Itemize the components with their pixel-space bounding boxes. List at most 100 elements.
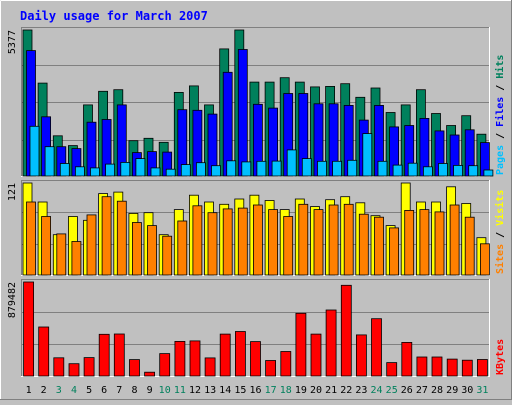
bar-sites-day-22 xyxy=(343,203,354,276)
bar-pages-day-25 xyxy=(392,164,403,177)
bar-sites-day-31 xyxy=(479,243,490,276)
bar-pages-day-5 xyxy=(90,167,100,177)
bar-kbytes-day-6 xyxy=(98,333,110,377)
day-label-13: 13 xyxy=(204,385,216,396)
bar-sites-day-25 xyxy=(389,227,400,276)
legend-item-0-4: Hits xyxy=(494,55,506,79)
panel-middle-ymax-label: 121 xyxy=(7,183,18,201)
bar-pages-day-1 xyxy=(29,125,40,177)
bar-kbytes-day-16 xyxy=(250,341,261,377)
bar-sites-day-27 xyxy=(419,209,430,276)
day-label-3: 3 xyxy=(56,385,62,396)
day-label-18: 18 xyxy=(280,385,292,396)
panel-top: 5377 Pages / Files / Hits xyxy=(7,27,506,177)
bar-kbytes-day-2 xyxy=(38,326,50,377)
day-label-12: 12 xyxy=(189,385,201,396)
bar-pages-day-17 xyxy=(271,160,282,177)
day-label-7: 7 xyxy=(116,385,122,396)
bar-pages-day-21 xyxy=(332,160,343,177)
bar-sites-day-15 xyxy=(237,207,248,276)
bar-kbytes-day-4 xyxy=(68,363,80,377)
bar-kbytes-day-17 xyxy=(265,360,277,377)
bar-sites-day-14 xyxy=(222,208,233,276)
day-label-17: 17 xyxy=(265,385,277,396)
bar-pages-day-30 xyxy=(468,165,479,177)
chart-panels: 5377 Pages / Files / Hits 121 Sites / Visit… xyxy=(7,27,506,377)
bar-sites-day-16 xyxy=(252,204,263,276)
bar-kbytes-day-13 xyxy=(204,357,216,377)
legend-item-2-0: KBytes xyxy=(495,339,506,375)
bar-pages-day-27 xyxy=(422,166,433,177)
bar-sites-day-4 xyxy=(71,241,82,276)
bar-kbytes-day-20 xyxy=(310,333,322,377)
panel-bottom-legend: KBytes xyxy=(495,339,506,375)
bar-sites-day-24 xyxy=(374,216,384,276)
bar-pages-day-4 xyxy=(75,166,85,177)
bar-sites-day-21 xyxy=(328,204,339,276)
bar-pages-day-28 xyxy=(438,163,448,177)
day-label-30: 30 xyxy=(461,385,473,396)
bar-sites-day-30 xyxy=(464,216,475,276)
bar-kbytes-day-14 xyxy=(219,333,231,377)
day-label-1: 1 xyxy=(26,385,32,396)
bar-kbytes-day-22 xyxy=(340,284,352,377)
bar-sites-day-8 xyxy=(131,222,142,276)
legend-item-0-3: / xyxy=(495,79,506,97)
day-label-21: 21 xyxy=(325,385,337,396)
bar-pages-day-6 xyxy=(105,163,115,177)
panel-middle: 121 Sites / Visits xyxy=(7,180,506,276)
day-label-28: 28 xyxy=(431,385,443,396)
day-label-10: 10 xyxy=(159,385,171,396)
bar-files-day-15 xyxy=(237,49,248,177)
day-label-4: 4 xyxy=(71,385,77,396)
bar-kbytes-day-18 xyxy=(280,351,292,377)
bar-pages-day-2 xyxy=(44,146,55,177)
legend-item-1-1: / xyxy=(495,226,506,244)
bar-kbytes-day-7 xyxy=(113,333,125,377)
legend-item-1-2: Visits xyxy=(494,190,506,226)
bar-sites-day-1 xyxy=(26,201,36,276)
day-labels: 1 2 3 4 5 6 7 8 9 10 11 12 13 14 15 16 17 18 19 20 21 22 23 24 2… xyxy=(26,385,489,396)
bar-pages-day-10 xyxy=(165,168,176,177)
bar-kbytes-day-29 xyxy=(446,358,458,377)
bar-kbytes-day-25 xyxy=(386,362,398,377)
day-label-16: 16 xyxy=(249,385,261,396)
panel-middle-legend: Sites / Visits xyxy=(494,190,506,274)
bar-kbytes-day-24 xyxy=(371,318,382,377)
bar-pages-day-31 xyxy=(483,169,494,177)
bar-sites-day-13 xyxy=(207,212,218,276)
bar-sites-day-28 xyxy=(434,211,445,276)
bar-sites-day-18 xyxy=(283,216,294,276)
panel-bottom: 879482 KBytes xyxy=(7,279,506,377)
bar-pages-day-13 xyxy=(211,165,221,177)
bar-kbytes-day-1 xyxy=(23,281,35,377)
day-label-15: 15 xyxy=(234,385,246,396)
day-label-23: 23 xyxy=(355,385,367,396)
bar-kbytes-day-3 xyxy=(53,357,65,377)
day-label-19: 19 xyxy=(295,385,307,396)
bar-pages-day-7 xyxy=(120,161,131,177)
bar-sites-day-9 xyxy=(147,225,157,276)
day-label-24: 24 xyxy=(370,385,382,396)
legend-item-0-2: Files xyxy=(494,97,506,127)
bar-kbytes-day-10 xyxy=(159,353,171,377)
bar-kbytes-day-31 xyxy=(476,359,488,377)
bar-pages-day-20 xyxy=(317,160,327,177)
bar-sites-day-12 xyxy=(192,205,203,276)
bar-sites-day-5 xyxy=(86,214,97,276)
day-label-31: 31 xyxy=(476,385,488,396)
bar-kbytes-day-8 xyxy=(129,359,140,377)
bar-kbytes-day-11 xyxy=(174,340,186,377)
bar-kbytes-day-5 xyxy=(83,357,95,377)
bar-pages-day-11 xyxy=(180,164,191,177)
day-label-29: 29 xyxy=(446,385,458,396)
day-label-11: 11 xyxy=(174,385,186,396)
bar-pages-day-22 xyxy=(347,159,358,177)
bar-kbytes-day-12 xyxy=(189,340,201,377)
bar-pages-day-15 xyxy=(241,161,252,177)
panel-top-ymax-label: 5377 xyxy=(7,30,18,54)
day-label-14: 14 xyxy=(219,385,231,396)
day-label-26: 26 xyxy=(401,385,413,396)
